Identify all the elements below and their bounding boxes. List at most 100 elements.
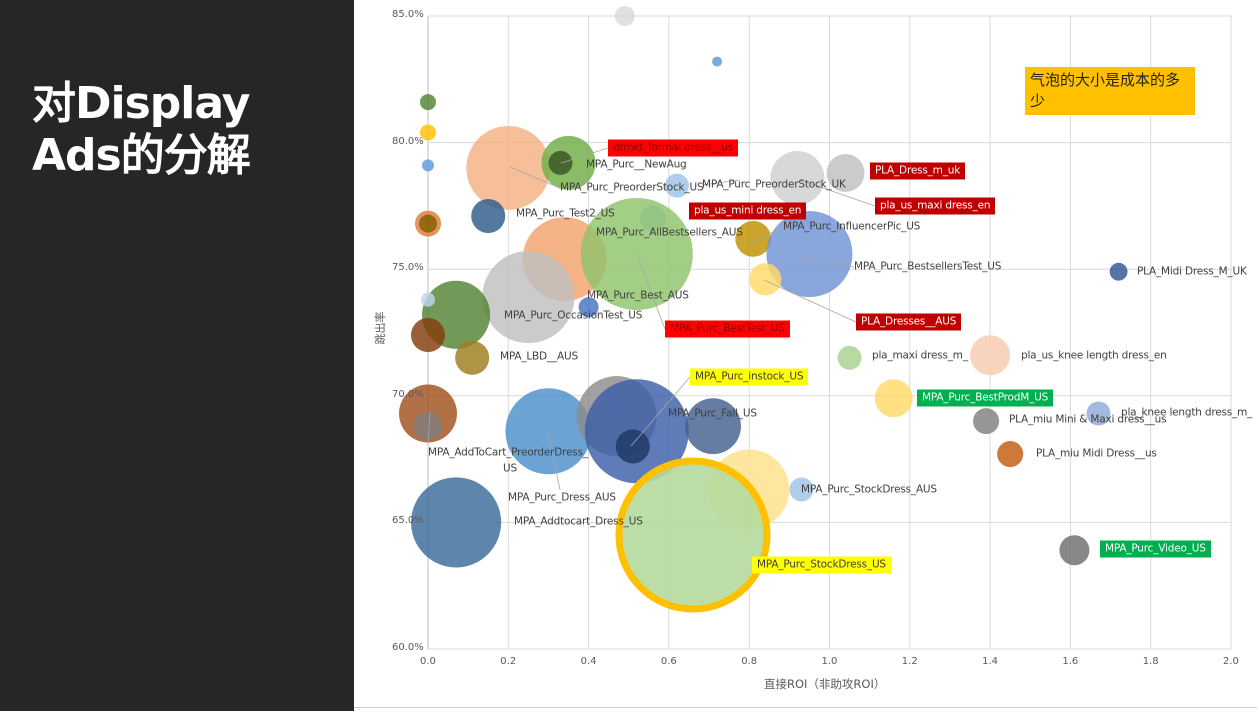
slide-title: 对Display Ads的分解 xyxy=(32,78,251,181)
bubble xyxy=(1109,262,1128,281)
bubble xyxy=(420,94,436,111)
leader-line xyxy=(751,226,784,244)
leader-line xyxy=(763,279,857,323)
bubble-data-label: MPA_Purc_BestsellersTest_US xyxy=(854,260,1002,273)
x-tick-label: 1.8 xyxy=(1142,656,1159,667)
x-tick-label: 1.4 xyxy=(982,656,998,667)
bubble xyxy=(505,388,592,475)
bubble-data-label: MPA_Purc_instock_US xyxy=(690,368,809,386)
x-tick-label: 0.2 xyxy=(500,656,517,667)
bubble xyxy=(1059,535,1090,566)
bubble xyxy=(615,457,771,613)
bubble xyxy=(422,159,434,172)
bubble xyxy=(973,408,1000,435)
bubble-data-label: pla_knee length dress_m_ xyxy=(1121,406,1253,419)
bubble xyxy=(548,150,573,175)
bubble-data-label: MPA_Purc__NewAug xyxy=(586,158,687,171)
x-tick-label: 0.8 xyxy=(741,656,758,667)
leader-line xyxy=(630,376,691,447)
bubble xyxy=(837,345,862,370)
bubble xyxy=(685,398,741,455)
bubble xyxy=(578,297,599,318)
slide-sidebar: 对Display Ads的分解 xyxy=(0,0,354,711)
y-tick-label: 75.0% xyxy=(392,262,424,274)
leader-line xyxy=(547,431,561,491)
y-tick-label: 70.0% xyxy=(392,388,424,400)
bubble xyxy=(420,292,436,307)
bubble-data-label: MPA_Purc_PreorderStock_UK xyxy=(702,178,846,191)
bubble-data-label: pla_us_mini dress_en xyxy=(689,202,807,220)
y-axis-label: 跳出率 xyxy=(374,311,387,345)
bubble-data-label: PLA_Dress_m_uk xyxy=(870,162,966,180)
bubble xyxy=(471,198,506,234)
bubble xyxy=(1086,401,1111,426)
bubble xyxy=(419,214,437,233)
bubble xyxy=(874,379,913,418)
bubble-data-label: MPA_Addtocart_Dress_US xyxy=(514,515,643,528)
bubble-data-label: MPA_Purc_StockDress_US xyxy=(752,556,891,574)
x-tick-label: 0.0 xyxy=(420,656,436,667)
x-axis-label: 直接ROI（非助攻ROI） xyxy=(764,677,886,691)
bubble xyxy=(749,263,782,296)
bubble-data-label: PLA_miu Midi Dress__us xyxy=(1036,447,1157,460)
bubble xyxy=(482,251,575,344)
bubble xyxy=(789,477,814,502)
bubble-data-label: pla_us_knee length dress_en xyxy=(1021,349,1167,362)
bubble-data-label: PLA_Dresses__AUS xyxy=(856,313,962,331)
bubble-data-label: MPA_Purc_Best_AUS xyxy=(587,289,689,302)
bubble xyxy=(614,6,635,26)
bubble-data-label: pla_maxi dress_m_ xyxy=(872,349,968,362)
bubble xyxy=(826,154,865,192)
bubble xyxy=(997,440,1024,468)
leader-line xyxy=(789,254,855,268)
bubble-data-label: MPA_Purc_InfluencerPic_US xyxy=(783,220,921,233)
annotation-note: 气泡的大小是成本的多少 xyxy=(1025,67,1195,115)
bubble xyxy=(580,197,693,311)
bubble xyxy=(615,429,650,464)
bubble-data-label: MPA_Purc_OccasionTest_US xyxy=(504,309,643,322)
bubble-data-label: PLA_miu Mini & Maxi dress__us xyxy=(1009,413,1167,426)
bubble-data-label: US xyxy=(503,462,517,475)
leader-line xyxy=(799,179,876,207)
bubble xyxy=(735,220,772,257)
bubble xyxy=(970,335,1011,376)
x-tick-label: 0.6 xyxy=(660,656,677,667)
bubble-data-label: MPA_Purc_PreorderStock_US xyxy=(560,181,704,194)
bubble-data-label: MPA_Purc_BestProdM_US xyxy=(917,389,1054,407)
bubble-data-label: MPA_Purc_Video_US xyxy=(1100,540,1211,558)
bubble xyxy=(770,151,825,206)
bubble xyxy=(466,125,551,210)
bubble xyxy=(766,210,853,298)
x-tick-label: 0.4 xyxy=(580,656,597,667)
leader-line xyxy=(701,179,741,186)
y-tick-label: 80.0% xyxy=(392,135,424,147)
bubble xyxy=(410,318,446,353)
bubble-data-label: MPA_Purc_StockDress_AUS xyxy=(801,483,937,496)
bubble-data-label: MPA_Purc_AllBestsellers_AUS xyxy=(596,226,743,239)
bubble xyxy=(413,412,443,441)
bubbles xyxy=(399,6,1128,613)
bubble-data-label: drmkt_formal dress__us xyxy=(608,139,739,157)
bubble-data-label: PLA_Midi Dress_M_UK xyxy=(1137,265,1247,278)
leader-line xyxy=(560,147,609,164)
y-tick-label: 60.0% xyxy=(392,642,424,653)
y-tick-label: 65.0% xyxy=(392,515,424,527)
bubble xyxy=(455,340,490,375)
bubble-data-label: pla_us_maxi dress_en xyxy=(875,197,996,215)
bubble-data-label: MPA_Purc_Test2_US xyxy=(516,207,615,220)
bubble xyxy=(411,477,502,568)
x-tick-label: 1.0 xyxy=(821,656,838,667)
leader-line xyxy=(509,166,561,189)
leader-line xyxy=(636,254,666,330)
bubble-chart xyxy=(354,0,1257,708)
bubble xyxy=(664,173,689,198)
y-tick-label: 85.0% xyxy=(392,9,424,20)
bubble-data-label: MPA_LBD__AUS xyxy=(500,350,578,363)
x-tick-label: 2.0 xyxy=(1223,656,1239,667)
bubble xyxy=(712,56,723,67)
bubble-data-label: MPA_Purc_BestTest_US xyxy=(665,320,790,338)
leader-line xyxy=(427,412,431,444)
bubble-data-label: MPA_AddToCart_PreorderDress_ xyxy=(428,446,588,459)
x-tick-label: 1.6 xyxy=(1062,656,1079,667)
